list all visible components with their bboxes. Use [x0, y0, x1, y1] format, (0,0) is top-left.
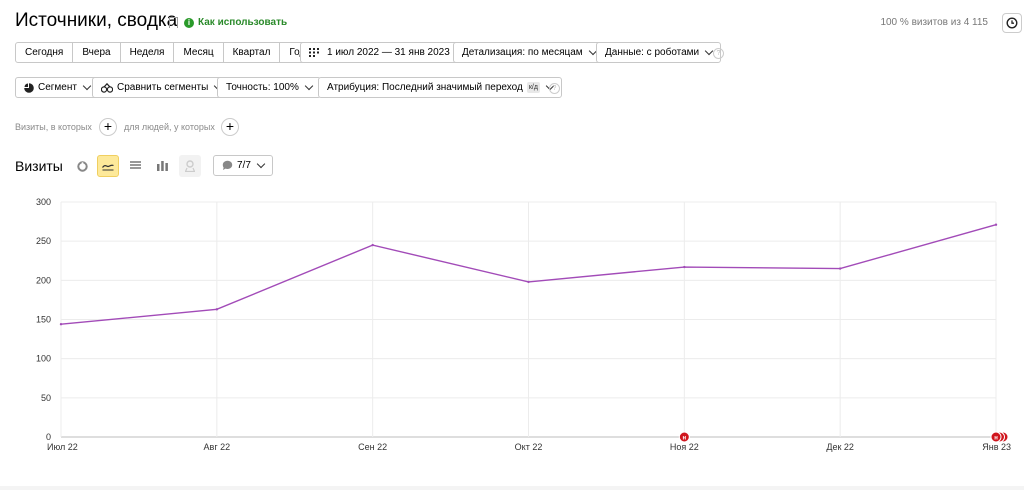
pie-chart-icon	[76, 160, 88, 172]
data-point[interactable]	[683, 265, 686, 269]
annotation-marker-label: н	[994, 436, 998, 442]
visits-chart: 0 50 100 150 200 250 300 Июл 22 Авг 22 Сен 22 Окт …	[0, 190, 1024, 470]
history-clock-icon	[1006, 17, 1018, 29]
chart-title: Визиты	[15, 158, 63, 174]
calendar-icon	[309, 48, 319, 57]
help-icon[interactable]: ?	[549, 83, 560, 94]
chevron-down-icon	[82, 81, 92, 91]
page-title: Источники, сводка	[15, 10, 178, 31]
data-point[interactable]	[215, 308, 219, 311]
x-tick-label: Окт 22	[515, 442, 543, 452]
x-tick-label: Ноя 22	[670, 442, 699, 452]
period-yesterday[interactable]: Вчера	[73, 43, 121, 62]
segment-label: Сегмент	[38, 82, 77, 93]
add-visit-filter-button[interactable]: +	[99, 118, 117, 136]
help-icon[interactable]: ?	[713, 48, 724, 59]
how-to-use-link[interactable]: i Как использовать	[184, 17, 287, 28]
period-year[interactable]: Год	[289, 47, 306, 58]
bar-chart-icon	[156, 161, 168, 171]
visits-chart-svg: 0 50 100 150 200 250 300 Июл 22 Авг 22 Сен 22 Окт …	[36, 197, 1011, 452]
compare-segments-label: Сравнить сегменты	[117, 82, 209, 93]
accuracy-label: Точность: 100%	[226, 82, 299, 93]
annotation-marker-label: н	[683, 436, 687, 442]
detail-label: Детализация: по месяцам	[462, 47, 583, 58]
data-mode-label: Данные: с роботами	[605, 47, 700, 58]
compare-segments-icon	[101, 82, 113, 93]
y-tick-label: 300	[36, 197, 51, 207]
x-tick-label: Дек 22	[826, 442, 854, 452]
y-tick-label: 0	[46, 432, 51, 442]
period-month[interactable]: Месяц	[174, 43, 224, 62]
map-pin-icon	[185, 160, 195, 172]
bookmark-icon[interactable]	[169, 17, 178, 28]
period-week[interactable]: Неделя	[121, 43, 175, 62]
accuracy-dropdown[interactable]: Точность: 100%	[217, 77, 321, 98]
how-to-use-label: Как использовать	[198, 17, 288, 28]
y-tick-label: 100	[36, 354, 51, 364]
pie-segment-icon	[24, 82, 34, 93]
date-range-button[interactable]: 1 июл 2022 — 31 янв 2023	[300, 42, 459, 63]
period-presets: Сегодня Вчера Неделя Месяц Квартал Год	[15, 42, 316, 63]
detail-dropdown[interactable]: Детализация: по месяцам	[453, 42, 605, 63]
period-today[interactable]: Сегодня	[16, 43, 74, 62]
view-pie-button[interactable]	[71, 155, 93, 177]
annotations-dropdown[interactable]: 7/7	[213, 155, 273, 176]
data-point[interactable]	[59, 323, 63, 326]
add-people-filter-button[interactable]: +	[221, 118, 239, 136]
data-point[interactable]	[371, 243, 374, 247]
history-button[interactable]	[1002, 13, 1022, 33]
date-range-label: 1 июл 2022 — 31 янв 2023	[327, 47, 450, 58]
annotation-marker[interactable]	[678, 431, 690, 443]
attribution-label: Атрибуция: Последний значимый переход	[327, 82, 523, 93]
y-tick-label: 200	[36, 275, 51, 285]
page-bottom-divider	[0, 486, 1024, 490]
people-filter-label: для людей, у которых	[124, 122, 215, 132]
visits-filter-label: Визиты, в которых	[15, 122, 92, 132]
stacked-area-icon	[129, 161, 141, 169]
view-map-button[interactable]	[179, 155, 201, 177]
x-tick-label: Янв 23	[982, 442, 1011, 452]
attribution-badge: к/д	[526, 82, 540, 93]
chevron-down-icon	[304, 81, 314, 91]
comment-icon	[222, 160, 233, 170]
x-tick-label: Июл 22	[47, 442, 78, 452]
view-bar-button[interactable]	[151, 155, 173, 177]
x-tick-label: Сен 22	[358, 442, 387, 452]
annotations-label: 7/7	[237, 160, 251, 171]
data-mode-dropdown[interactable]: Данные: с роботами	[596, 42, 722, 63]
data-point[interactable]	[838, 267, 842, 270]
data-point[interactable]	[994, 223, 998, 226]
view-line-button[interactable]	[97, 155, 119, 177]
chevron-down-icon	[256, 159, 266, 169]
line-chart-icon	[102, 164, 114, 170]
sample-info: 100 % визитов из 4 115	[880, 17, 988, 28]
compare-segments-dropdown[interactable]: Сравнить сегменты	[92, 77, 231, 98]
annotation-marker[interactable]	[990, 431, 1002, 443]
attribution-dropdown[interactable]: Атрибуция: Последний значимый переход к/…	[318, 77, 562, 98]
x-tick-label: Авг 22	[204, 442, 231, 452]
y-tick-label: 250	[36, 236, 51, 246]
segment-dropdown[interactable]: Сегмент	[15, 77, 99, 98]
y-tick-label: 150	[36, 315, 51, 325]
data-point[interactable]	[527, 280, 530, 284]
info-icon: i	[184, 17, 194, 28]
view-area-button[interactable]	[124, 155, 146, 177]
y-tick-label: 50	[41, 393, 51, 403]
period-quarter[interactable]: Квартал	[224, 43, 281, 62]
